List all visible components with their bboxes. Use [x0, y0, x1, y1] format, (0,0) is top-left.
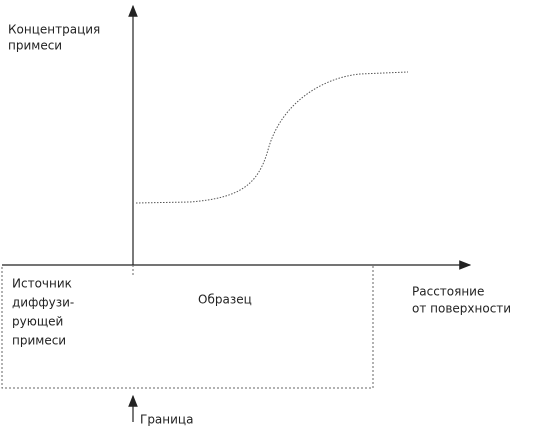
x-axis-label: от поверхности: [412, 302, 511, 316]
boundary-label: Граница: [140, 413, 193, 427]
source-label: примеси: [12, 334, 66, 348]
sample-label: Образец: [198, 293, 252, 307]
source-label: рующей: [12, 315, 63, 329]
concentration-curve: [135, 71, 409, 204]
source-label: диффузи-: [12, 296, 74, 310]
y-axis-label: Концентрация: [8, 23, 100, 37]
x-axis-label: Расстояние: [412, 285, 484, 299]
source-label: Источник: [12, 277, 72, 291]
y-axis-label: примеси: [8, 39, 62, 53]
